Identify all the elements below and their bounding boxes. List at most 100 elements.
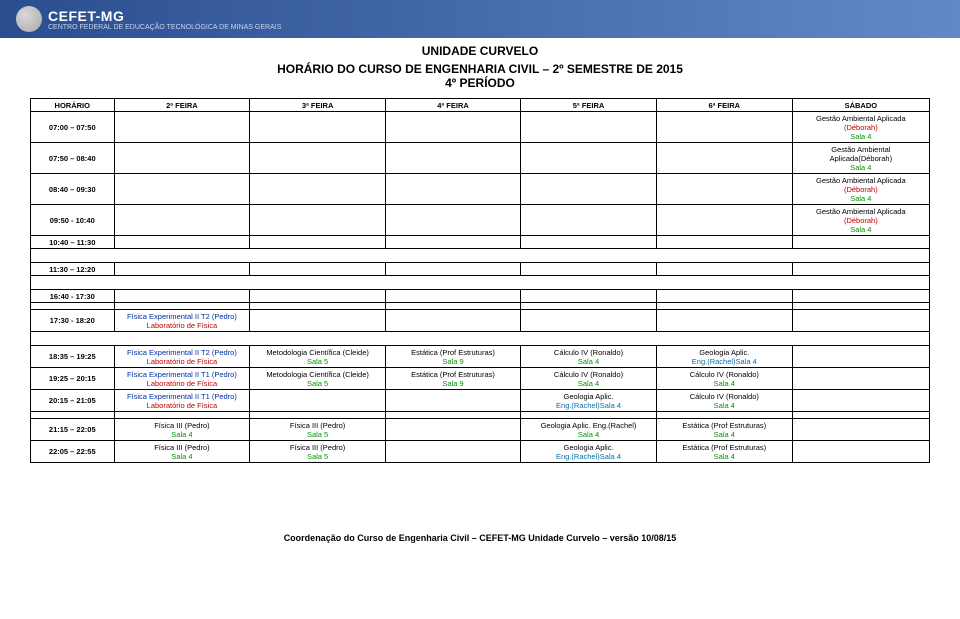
cell <box>792 419 929 441</box>
period-title: 4º PERÍODO <box>0 76 960 90</box>
cell <box>114 143 250 174</box>
header-banner: CEFET-MG CENTRO FEDERAL DE EDUCAÇÃO TECN… <box>0 0 960 38</box>
cell <box>385 236 520 249</box>
cell-line: Sala 4 <box>171 452 192 461</box>
cell: Física III (Pedro) Sala 4 <box>114 441 250 463</box>
cell-line: Física III (Pedro) <box>290 443 345 452</box>
row-1040: 10:40 – 11:30 <box>31 236 930 249</box>
unit-title: UNIDADE CURVELO <box>0 44 960 58</box>
cell <box>250 310 386 332</box>
cell <box>250 205 386 236</box>
cell-line: (Déborah) <box>844 216 878 225</box>
time-cell: 21:15 – 22:05 <box>31 419 115 441</box>
cell: Cálculo IV (Ronaldo) Sala 4 <box>656 390 792 412</box>
time-cell: 19:25 – 20:15 <box>31 368 115 390</box>
cell <box>385 390 520 412</box>
cell-sat: Gestão Ambiental Aplicada (Déborah) Sala… <box>792 174 929 205</box>
cell-line: Sala 9 <box>442 379 463 388</box>
cell <box>114 112 250 143</box>
cell <box>792 390 929 412</box>
cell: Física III (Pedro) Sala 5 <box>250 441 386 463</box>
course-title: HORÁRIO DO CURSO DE ENGENHARIA CIVIL – 2… <box>0 62 960 76</box>
time-cell: 16:40 - 17:30 <box>31 290 115 303</box>
logo-main-text: CEFET-MG <box>48 8 281 24</box>
cell-line: Cálculo IV (Ronaldo) <box>690 370 759 379</box>
cell <box>521 112 657 143</box>
cell-sat: Gestão Ambiental Aplicada (Déborah) Sala… <box>792 112 929 143</box>
row-0750: 07:50 – 08:40 Gestão Ambiental Aplicada(… <box>31 143 930 174</box>
cell-line: Sala 5 <box>307 430 328 439</box>
cell <box>385 205 520 236</box>
row-1130: 11:30 – 12:20 <box>31 263 930 276</box>
cell: Estática (Prof Estruturas) Sala 4 <box>656 441 792 463</box>
cell <box>521 174 657 205</box>
cell <box>385 143 520 174</box>
cell-line: Sala 9 <box>442 357 463 366</box>
cell <box>250 112 386 143</box>
cell-line: Geologia Aplic. <box>564 443 614 452</box>
cell-line: Física III (Pedro) <box>154 421 209 430</box>
logo-text-block: CEFET-MG CENTRO FEDERAL DE EDUCAÇÃO TECN… <box>48 8 281 31</box>
cell <box>656 174 792 205</box>
time-cell: 07:00 – 07:50 <box>31 112 115 143</box>
cell-line: Geologia Aplic. Eng.(Rachel) <box>541 421 637 430</box>
cell <box>114 236 250 249</box>
cell-line: Sala 4 <box>578 379 599 388</box>
cell <box>521 205 657 236</box>
cell-line: Sala 4 <box>714 452 735 461</box>
time-cell: 18:35 – 19:25 <box>31 346 115 368</box>
cell-line: Sala 4 <box>714 379 735 388</box>
cell <box>792 236 929 249</box>
cell-line: Física Experimental II T2 (Pedro) <box>127 312 237 321</box>
cell: Física III (Pedro) Sala 5 <box>250 419 386 441</box>
cell <box>521 310 657 332</box>
cell <box>250 263 386 276</box>
cell <box>792 310 929 332</box>
cell-line: Eng.(Rachel)Sala 4 <box>692 357 757 366</box>
time-cell: 10:40 – 11:30 <box>31 236 115 249</box>
time-cell: 22:05 – 22:55 <box>31 441 115 463</box>
logo: CEFET-MG CENTRO FEDERAL DE EDUCAÇÃO TECN… <box>16 6 281 32</box>
cell <box>792 290 929 303</box>
cell <box>385 174 520 205</box>
cell-line: Metodologia Científica (Cleide) <box>266 348 369 357</box>
time-cell: 09:50 - 10:40 <box>31 205 115 236</box>
cell: Física Experimental II T1 (Pedro) Labora… <box>114 390 250 412</box>
cell <box>521 143 657 174</box>
header-sat: SÁBADO <box>792 99 929 112</box>
cell <box>385 263 520 276</box>
cell-line: Física Experimental II T1 (Pedro) <box>127 370 237 379</box>
time-cell: 17:30 - 18:20 <box>31 310 115 332</box>
cell <box>521 263 657 276</box>
cell-line: Sala 4 <box>714 401 735 410</box>
cell: Geologia Aplic. Eng.(Rachel)Sala 4 <box>521 441 657 463</box>
cell <box>656 290 792 303</box>
header-d2: 2ª FEIRA <box>114 99 250 112</box>
header-row: HORÁRIO 2ª FEIRA 3ª FEIRA 4ª FEIRA 5ª FE… <box>31 99 930 112</box>
cell-line: Estática (Prof Estruturas) <box>682 421 766 430</box>
time-cell: 11:30 – 12:20 <box>31 263 115 276</box>
cell-line: Sala 4 <box>850 163 871 172</box>
time-cell: 07:50 – 08:40 <box>31 143 115 174</box>
cell <box>114 290 250 303</box>
cell <box>656 310 792 332</box>
cell: Física Experimental II T2 (Pedro) Labora… <box>114 310 250 332</box>
row-0840: 08:40 – 09:30 Gestão Ambiental Aplicada … <box>31 174 930 205</box>
cell-line: (Déborah) <box>844 123 878 132</box>
row-1730: 17:30 - 18:20 Física Experimental II T2 … <box>31 310 930 332</box>
row-1925: 19:25 – 20:15 Física Experimental II T1 … <box>31 368 930 390</box>
cell-line: Cálculo IV (Ronaldo) <box>554 370 623 379</box>
cell <box>656 112 792 143</box>
cell <box>521 236 657 249</box>
cell: Geologia Aplic. Eng.(Rachel) Sala 4 <box>521 419 657 441</box>
cell <box>114 263 250 276</box>
row-1640: 16:40 - 17:30 <box>31 290 930 303</box>
row-2015: 20:15 – 21:05 Física Experimental II T1 … <box>31 390 930 412</box>
cell: Física Experimental II T2 (Pedro) Labora… <box>114 346 250 368</box>
cell-line: Eng.(Rachel)Sala 4 <box>556 401 621 410</box>
cell-line: Sala 4 <box>850 225 871 234</box>
header-d3: 3ª FEIRA <box>250 99 386 112</box>
cell <box>385 112 520 143</box>
cell: Estática (Prof Estruturas) Sala 9 <box>385 368 520 390</box>
time-cell: 20:15 – 21:05 <box>31 390 115 412</box>
